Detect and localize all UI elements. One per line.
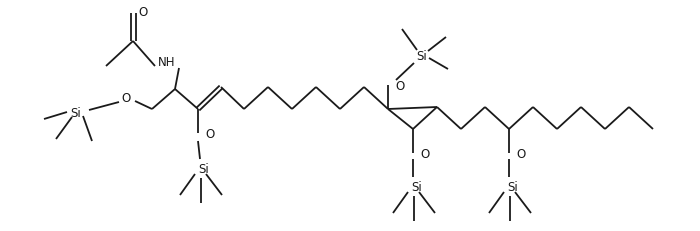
Text: Si: Si [416,49,428,62]
Text: O: O [205,127,215,140]
Text: O: O [421,147,430,160]
Text: O: O [139,6,148,18]
Text: O: O [395,79,405,92]
Text: Si: Si [71,107,81,120]
Text: O: O [517,147,526,160]
Text: O: O [121,91,131,104]
Text: Si: Si [508,181,519,194]
Text: NH: NH [158,56,176,69]
Text: Si: Si [199,163,209,176]
Text: Si: Si [412,181,422,194]
